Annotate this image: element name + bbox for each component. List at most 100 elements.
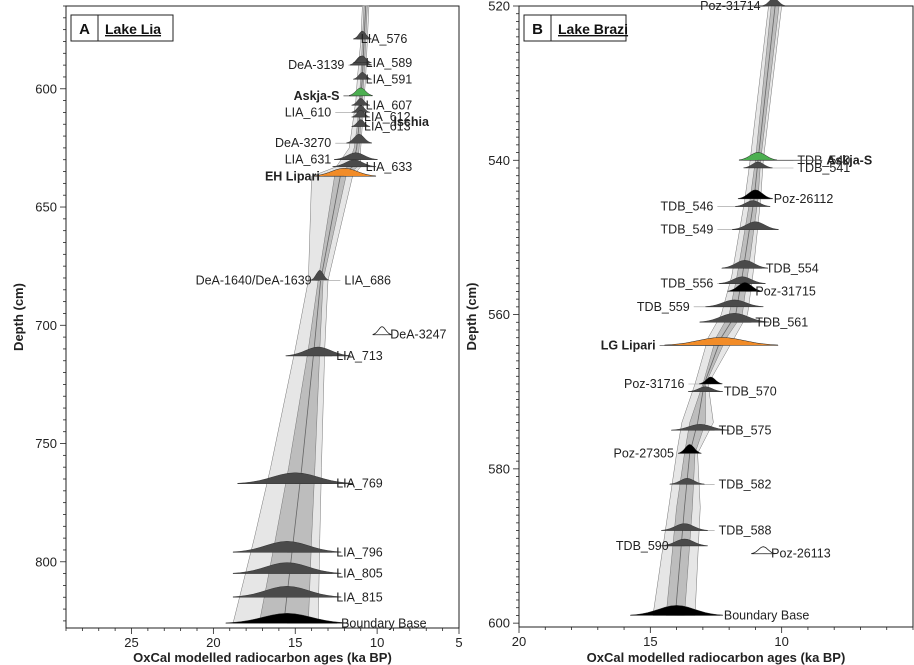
x-axis-title: OxCal modelled radiocarbon ages (ka BP) [587,650,846,665]
y-axis-title: Depth (cm) [464,283,479,351]
tephra-label: Ischia [394,115,430,129]
sample-label: LIA_631 [285,153,332,167]
y-tick-label: 520 [488,0,510,14]
sample-pdf [705,299,764,308]
sample-pdf [232,562,342,574]
sample-pdf [353,30,372,40]
sample-pdf [332,159,377,168]
x-tick-label: 15 [288,635,302,650]
sample-pdf [351,98,371,106]
tephra-label: EH Lipari [265,169,320,183]
sample-pdf [661,523,708,531]
tephra-label: Askja-S [294,89,340,103]
sample-pdf [232,586,342,598]
y-tick-label: 540 [488,153,510,168]
sample-label: TDB_540 [797,153,850,167]
sample-pdf [351,119,371,127]
sample-pdf [353,72,372,80]
sample-label: DeA-3139 [288,58,344,72]
sample-label: Boundary Base [341,616,427,630]
sample-label: TDB_546 [661,200,714,214]
x-axis-title: OxCal modelled radiocarbon ages (ka BP) [133,650,392,665]
sample-label: Poz-26112 [774,192,834,206]
sample-label: LIA_796 [336,545,383,559]
sample-pdf [677,444,702,454]
tephra-pdf [348,87,373,97]
sample-label: LIA_633 [366,160,413,174]
tephra-pdf [664,337,779,346]
sample-pdf [718,276,766,284]
tephra-label: Askja-S [826,153,872,167]
sample-pdf [761,0,786,7]
x-tick-label: 20 [206,635,220,650]
sample-label: LIA_591 [366,72,413,86]
sample-label: DeA-3270 [275,136,331,150]
sample-pdf [285,346,351,357]
x-tick-label: 20 [512,634,526,649]
sample-label: LIA_612 [364,110,411,124]
sample-label: Poz-31715 [755,284,816,298]
sample-pdf [351,109,371,118]
x-tick-label: 10 [370,635,384,650]
sample-pdf [735,200,771,207]
y-tick-label: 600 [488,616,510,631]
sample-pdf [333,152,378,160]
sample-label: LIA_610 [285,105,332,119]
sample-pdf [353,55,372,63]
sample-label: LIA_815 [336,590,383,604]
sample-label: LIA_576 [361,32,408,46]
panel-letter: A [79,21,90,38]
sample-label: TDB_575 [719,423,772,437]
y-axis-title: Depth (cm) [11,283,26,351]
y-tick-label: 750 [35,436,57,451]
sample-pdf [727,282,763,292]
sample-pdf [721,260,769,269]
sample-label: LIA_607 [366,98,413,112]
sample-label: TDB_556 [661,277,714,291]
sample-label: DeA-3247 [390,328,446,342]
sample-pdf [732,221,779,230]
panel-label-box [523,14,627,42]
sample-label: LIA_805 [336,567,383,581]
sample-label: Poz-31716 [624,377,685,391]
sample-pdf [630,605,724,616]
tephra-pdf [738,152,778,161]
y-tick-label: 600 [35,81,57,96]
panel-label-box [70,14,174,42]
sample-label: DeA-1640/DeA-1639 [196,273,312,287]
y-tick-label: 800 [35,554,57,569]
sample-pdf [232,541,342,553]
sample-pdf [699,313,770,323]
panel-title: Lake Lia [105,21,161,37]
sample-label: TDB_549 [661,223,714,237]
y-tick-label: 560 [488,307,510,322]
y-tick-label: 580 [488,461,510,476]
plot-frame [518,5,914,628]
y-tick-label: 650 [35,200,57,215]
sample-label: Poz-31714 [700,0,761,13]
tephra-label: LG Lipari [601,338,656,352]
sample-label: LIA_686 [344,273,391,287]
sample-label: TDB_541 [797,161,850,175]
x-tick-label: 5 [455,635,462,650]
x-tick-label: 10 [774,634,788,649]
sample-label: LIA_613 [364,120,411,134]
sample-label: Poz-27305 [614,446,675,460]
sample-pdf [669,478,705,485]
sample-label: Boundary Base [724,608,810,622]
sample-label: LIA_769 [336,477,383,491]
sample-label: TDB_559 [637,300,690,314]
y-tick-label: 700 [35,318,57,333]
panel-letter: B [532,21,543,38]
sample-label: TDB_570 [724,385,777,399]
sample-label: TDB_582 [719,477,772,491]
panel-title: Lake Brazi [558,21,628,37]
sample-pdf [661,538,708,547]
sample-pdf [237,472,354,484]
sample-pdf [671,424,730,431]
x-tick-label: 25 [124,635,138,650]
sample-label: TDB_588 [719,524,772,538]
sample-pdf [225,613,349,624]
